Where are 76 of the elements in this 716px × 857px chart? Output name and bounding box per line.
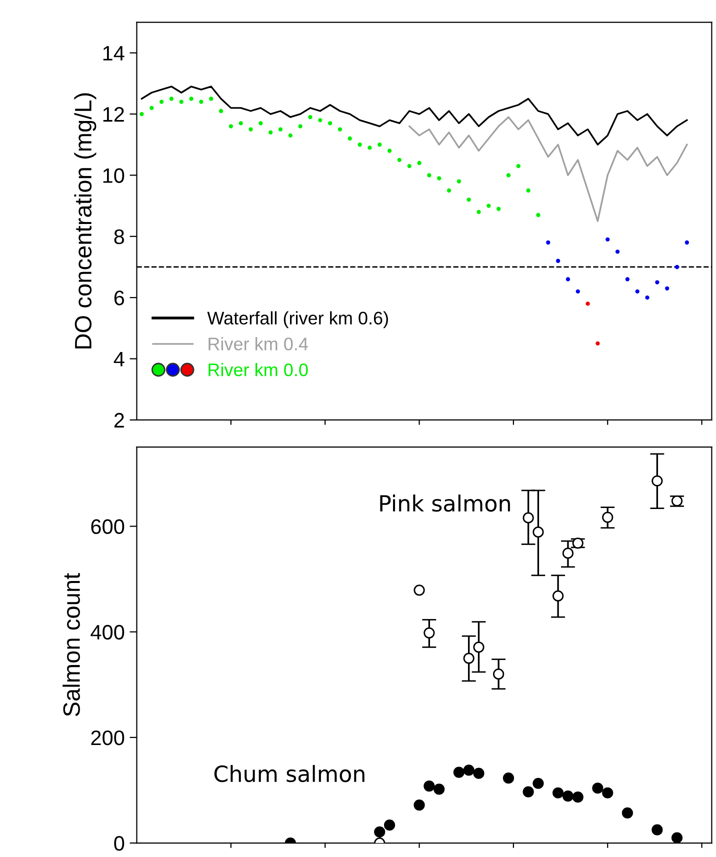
- y-tick-label: 600: [91, 519, 124, 534]
- point: [674, 264, 680, 270]
- point: [516, 164, 520, 168]
- point: [526, 188, 530, 193]
- point: [417, 160, 422, 166]
- y-tick-label: 400: [90, 624, 124, 640]
- point: [615, 250, 620, 254]
- y-tick-label: 200: [91, 730, 124, 746]
- point: [684, 240, 690, 245]
- point: [496, 206, 501, 211]
- y-axis-title: Salmon count: [62, 573, 80, 716]
- point: [576, 289, 580, 294]
- point: [140, 112, 144, 116]
- point: [586, 302, 590, 306]
- point: [437, 176, 442, 180]
- y-tick-label: 2: [114, 412, 124, 428]
- point: [536, 212, 540, 218]
- point: [238, 121, 243, 126]
- point: [209, 96, 214, 101]
- text: River km 0.0: [208, 362, 308, 376]
- line-series: [408, 116, 688, 222]
- point: [288, 133, 292, 138]
- y-tick-label: 14: [103, 46, 124, 60]
- point: [228, 124, 234, 128]
- point: [179, 100, 184, 104]
- y-axis-title: DO concentration (mg/L): [74, 93, 96, 348]
- y-tick-label: 4: [114, 352, 124, 366]
- point: [348, 136, 352, 141]
- point: [665, 286, 670, 290]
- point: [446, 188, 452, 193]
- legend-label: River km 0.4: [208, 337, 308, 350]
- point: [268, 130, 273, 134]
- point: [566, 277, 570, 282]
- point: [506, 173, 511, 178]
- point: [476, 210, 481, 214]
- point: [556, 258, 560, 263]
- point: [378, 142, 382, 147]
- y-tick-label: 0: [114, 836, 124, 851]
- point: [645, 295, 650, 300]
- point: [358, 142, 362, 147]
- point: [606, 237, 610, 242]
- point: [407, 164, 412, 168]
- y-tick-label: 10: [103, 168, 124, 183]
- line-series: [140, 86, 688, 146]
- point: [635, 289, 640, 294]
- text: Chum salmon: [214, 764, 364, 782]
- point: [189, 96, 194, 101]
- point: [159, 100, 164, 104]
- point: [387, 148, 392, 153]
- point: [150, 106, 154, 110]
- point: [278, 127, 283, 132]
- point: [456, 179, 462, 184]
- point: [298, 124, 302, 128]
- point: [625, 277, 630, 282]
- point: [318, 118, 322, 122]
- point: [486, 204, 491, 208]
- point: [466, 198, 471, 202]
- point: [308, 115, 312, 120]
- legend-label: Waterfall (river km 0.6): [207, 311, 388, 328]
- point: [397, 158, 402, 162]
- point: [338, 127, 342, 132]
- point: [427, 173, 432, 178]
- series-label: Pink salmon: [380, 494, 510, 512]
- point: [218, 108, 224, 114]
- y-tick-label: 6: [114, 290, 124, 306]
- point: [655, 280, 660, 284]
- point: [328, 121, 332, 126]
- point: [596, 341, 600, 346]
- point: [199, 100, 204, 104]
- point: [248, 127, 253, 132]
- point: [169, 96, 174, 101]
- y-tick-label: 8: [114, 229, 124, 244]
- y-tick-label: 12: [103, 107, 124, 122]
- point: [368, 146, 372, 150]
- point: [258, 121, 263, 126]
- point: [546, 240, 550, 245]
